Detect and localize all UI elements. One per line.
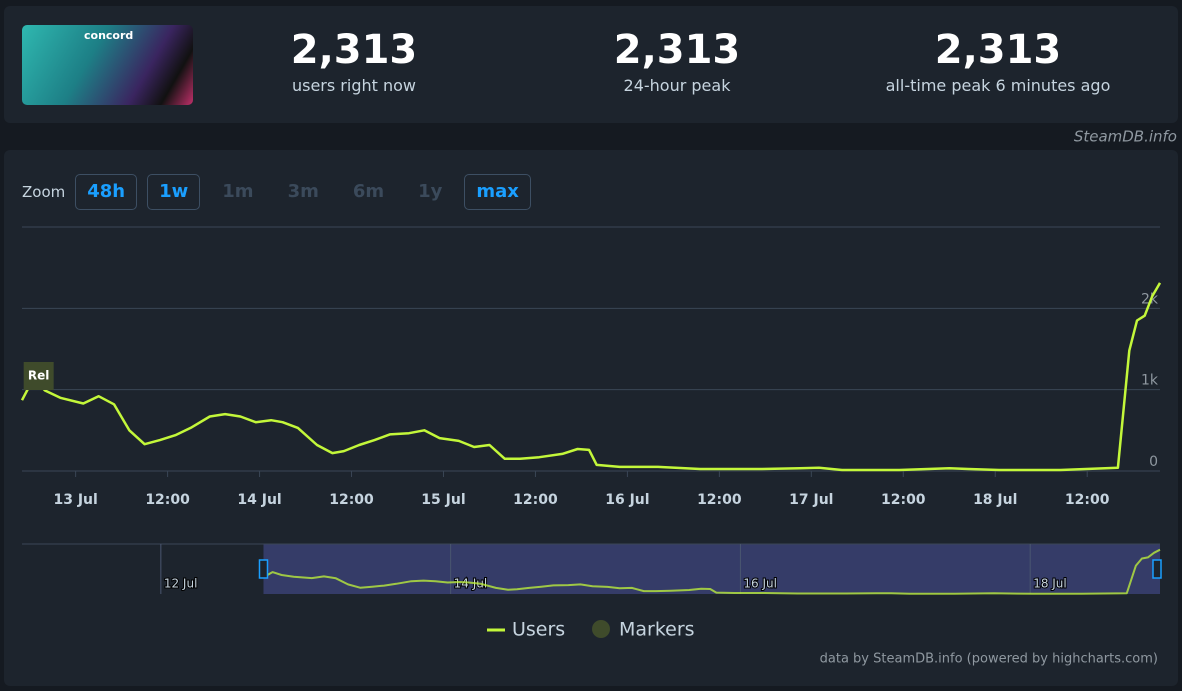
x-tick-label: 17 Jul	[789, 492, 833, 508]
zoom-button: 1y	[418, 181, 443, 202]
stat-label: all-time peak 6 minutes ago	[885, 76, 1111, 95]
legend-label: Markers	[619, 619, 695, 641]
marker	[23, 362, 54, 390]
x-tick-label: 13 Jul	[53, 492, 97, 508]
chart-panel	[4, 150, 1178, 686]
game-image: concord	[22, 25, 193, 105]
x-tick-label: 12:00	[697, 492, 742, 508]
zoom-button[interactable]: max	[464, 174, 531, 210]
zoom-button[interactable]: 48h	[75, 174, 138, 210]
zoom-label: Zoom	[22, 183, 66, 201]
zoom-button[interactable]: 1w	[147, 174, 201, 210]
x-tick-label: 12:00	[513, 492, 558, 508]
y-tick-label: 1k	[1141, 373, 1159, 389]
x-tick-label: 16 Jul	[605, 492, 649, 508]
navigator-selection	[263, 544, 1160, 594]
legend-marker	[592, 620, 610, 638]
stat: 2,313 24-hour peak	[517, 26, 837, 98]
x-tick-label: 12:00	[881, 492, 926, 508]
x-tick-label: 14 Jul	[237, 492, 281, 508]
navigator-line	[262, 548, 1161, 595]
zoom-bar: Zoom 48h 1w 1m 3m 6m 1y max	[22, 174, 541, 210]
zoom-button: 3m	[287, 181, 319, 202]
x-tick-label: 15 Jul	[421, 492, 465, 508]
zoom-button: 6m	[352, 181, 385, 202]
series-line	[20, 282, 1162, 472]
navigator-tick-label: 18 Jul	[1033, 577, 1067, 591]
stat: 2,313 users right now	[194, 26, 514, 98]
x-tick-label: 12:00	[145, 492, 190, 508]
navigator-handle	[1152, 559, 1162, 579]
y-tick-label: 0	[1149, 454, 1158, 470]
x-tick-label: 12:00	[329, 492, 374, 508]
navigator-tick-label: 12 Jul	[164, 577, 198, 591]
x-tick-label: 12:00	[1065, 492, 1110, 508]
credits: data by SteamDB.info (powered by highcha…	[820, 652, 1158, 667]
legend-label: Users	[512, 619, 565, 641]
stat-value: 2,313	[613, 27, 741, 73]
x-tick-label: 18 Jul	[973, 492, 1017, 508]
stat-value: 2,313	[290, 27, 418, 73]
stats-panel	[4, 6, 1178, 123]
marker-label: Rel	[28, 369, 50, 383]
stat-label: users right now	[291, 76, 416, 95]
stat: 2,313 all-time peak 6 minutes ago	[838, 26, 1158, 98]
logo-text: concord	[84, 29, 134, 42]
stat-value: 2,313	[934, 27, 1062, 73]
navigator-tick-label: 16 Jul	[743, 577, 777, 591]
navigator-handle	[258, 559, 269, 579]
source: SteamDB.info	[1074, 128, 1177, 146]
zoom-button: 1m	[222, 181, 254, 202]
stat-label: 24-hour peak	[623, 76, 731, 95]
